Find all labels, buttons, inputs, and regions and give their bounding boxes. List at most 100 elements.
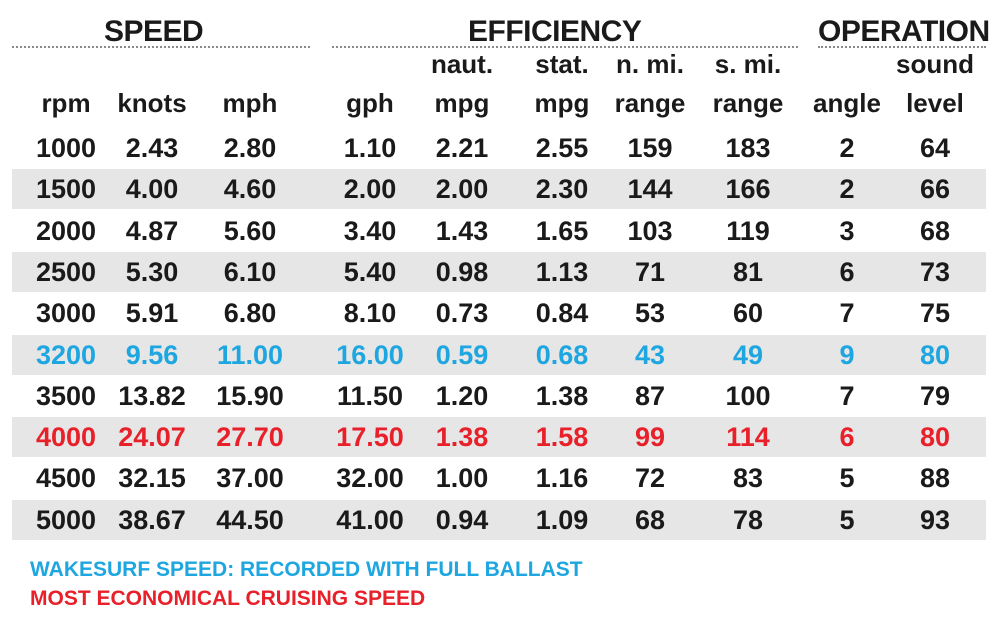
cell-sound-level: 93 bbox=[919, 504, 951, 535]
header-gph: gph bbox=[346, 88, 394, 118]
cell-mph: 44.50 bbox=[216, 504, 284, 535]
cell-smi-range: 49 bbox=[732, 339, 764, 370]
cell-sound-level: 80 bbox=[919, 339, 951, 370]
cell-gph: 2.00 bbox=[343, 174, 397, 205]
cell-sound-level: 88 bbox=[919, 463, 951, 494]
cell-gph: 11.50 bbox=[336, 380, 404, 411]
cell-smi-range: 100 bbox=[725, 380, 771, 411]
cell-knots: 32.15 bbox=[118, 463, 186, 494]
header-angle: angle bbox=[813, 88, 881, 118]
cell-angle: 5 bbox=[839, 463, 855, 494]
cell-knots: 24.07 bbox=[118, 422, 186, 453]
cell-gph: 41.00 bbox=[336, 504, 404, 535]
speed-group-rule bbox=[12, 46, 310, 48]
cell-nmi-range: 87 bbox=[634, 380, 666, 411]
header-nmi-range-top: n. mi. bbox=[616, 49, 684, 79]
cell-angle: 3 bbox=[839, 215, 855, 246]
cell-gph: 3.40 bbox=[343, 215, 397, 246]
cell-nmi-range: 99 bbox=[634, 422, 666, 453]
header-stat-mpg-top: stat. bbox=[535, 49, 589, 79]
cell-naut-mpg: 0.59 bbox=[435, 339, 489, 370]
cell-smi-range: 78 bbox=[732, 504, 764, 535]
economical-note: MOST ECONOMICAL CRUISING SPEED bbox=[30, 587, 426, 610]
operation-group-rule bbox=[818, 46, 986, 48]
cell-gph: 1.10 bbox=[343, 133, 397, 163]
cell-naut-mpg: 2.21 bbox=[435, 133, 489, 163]
efficiency-group-title: EFFICIENCY bbox=[468, 15, 642, 48]
table-row: 5000 38.67 44.50 41.00 0.94 1.09 68 78 5 93 bbox=[12, 499, 986, 540]
cell-angle: 2 bbox=[839, 133, 855, 163]
cell-knots: 5.91 bbox=[125, 298, 179, 329]
cell-stat-mpg: 0.84 bbox=[535, 298, 589, 329]
cell-knots: 38.67 bbox=[118, 504, 186, 535]
cell-stat-mpg: 1.09 bbox=[535, 504, 589, 535]
cell-smi-range: 60 bbox=[732, 298, 764, 329]
cell-naut-mpg: 1.38 bbox=[435, 422, 489, 453]
cell-angle: 6 bbox=[839, 256, 855, 287]
cell-smi-range: 183 bbox=[725, 133, 771, 163]
cell-rpm: 1500 bbox=[35, 174, 97, 205]
cell-sound-level: 64 bbox=[919, 133, 951, 163]
cell-mph: 37.00 bbox=[216, 463, 284, 494]
cell-sound-level: 73 bbox=[919, 256, 951, 287]
cell-sound-level: 75 bbox=[919, 298, 951, 329]
cell-angle: 7 bbox=[839, 380, 855, 411]
cell-mph: 6.10 bbox=[223, 256, 277, 287]
cell-smi-range: 83 bbox=[732, 463, 764, 494]
table-row: 4500 32.15 37.00 32.00 1.00 1.16 72 83 5 88 bbox=[12, 458, 986, 498]
cell-naut-mpg: 0.94 bbox=[435, 504, 489, 535]
header-naut-mpg: mpg bbox=[434, 88, 490, 118]
header-knots: knots bbox=[117, 88, 187, 118]
speed-group-title: SPEED bbox=[104, 15, 204, 48]
cell-mph: 5.60 bbox=[223, 215, 277, 246]
cell-mph: 27.70 bbox=[216, 422, 284, 453]
cell-rpm: 3500 bbox=[35, 380, 97, 411]
cell-mph: 4.60 bbox=[223, 174, 277, 205]
table-row: 2500 5.30 6.10 5.40 0.98 1.13 71 81 6 73 bbox=[12, 251, 986, 292]
table-row: 1500 4.00 4.60 2.00 2.00 2.30 144 166 2 66 bbox=[12, 169, 986, 210]
cell-nmi-range: 53 bbox=[634, 298, 666, 329]
cell-mph: 6.80 bbox=[223, 298, 277, 329]
cell-rpm: 5000 bbox=[35, 504, 97, 535]
cell-angle: 2 bbox=[839, 174, 855, 205]
cell-naut-mpg: 1.00 bbox=[435, 463, 489, 494]
cell-gph: 5.40 bbox=[343, 256, 397, 287]
cell-stat-mpg: 1.13 bbox=[535, 256, 589, 287]
operation-group-title: OPERATION bbox=[818, 15, 990, 48]
cell-smi-range: 166 bbox=[725, 174, 771, 205]
cell-knots: 2.43 bbox=[125, 133, 179, 163]
cell-stat-mpg: 1.58 bbox=[535, 422, 589, 453]
cell-angle: 9 bbox=[839, 339, 855, 370]
cell-angle: 5 bbox=[839, 504, 855, 535]
cell-naut-mpg: 0.98 bbox=[435, 256, 489, 287]
table-row: 3500 13.82 15.90 11.50 1.20 1.38 87 100 7 79 bbox=[12, 376, 986, 416]
wakesurf-note: WAKESURF SPEED: RECORDED WITH FULL BALLA… bbox=[30, 558, 583, 581]
cell-nmi-range: 144 bbox=[627, 174, 673, 205]
header-rpm: rpm bbox=[41, 88, 91, 118]
cell-gph: 8.10 bbox=[343, 298, 397, 329]
cell-nmi-range: 71 bbox=[634, 256, 666, 287]
cell-gph: 32.00 bbox=[336, 463, 404, 494]
cell-smi-range: 119 bbox=[726, 215, 770, 246]
header-nmi-range: range bbox=[614, 88, 686, 118]
cell-nmi-range: 72 bbox=[634, 463, 666, 494]
cell-rpm: 2000 bbox=[35, 215, 97, 246]
cell-knots: 4.00 bbox=[125, 174, 179, 205]
efficiency-group-rule bbox=[332, 46, 798, 48]
cell-naut-mpg: 1.43 bbox=[435, 215, 489, 246]
cell-gph: 17.50 bbox=[336, 422, 404, 453]
cell-smi-range: 81 bbox=[732, 256, 764, 287]
cell-stat-mpg: 2.30 bbox=[535, 174, 589, 205]
cell-sound-level: 80 bbox=[919, 422, 951, 453]
cell-rpm: 3200 bbox=[35, 339, 97, 370]
cell-sound-level: 79 bbox=[919, 380, 951, 411]
cell-knots: 9.56 bbox=[125, 339, 179, 370]
cell-mph: 2.80 bbox=[223, 133, 277, 163]
cell-knots: 4.87 bbox=[125, 215, 179, 246]
cell-rpm: 2500 bbox=[35, 256, 97, 287]
header-stat-mpg: mpg bbox=[534, 88, 590, 118]
cell-naut-mpg: 2.00 bbox=[435, 174, 489, 205]
header-smi-range: range bbox=[712, 88, 784, 118]
cell-knots: 5.30 bbox=[125, 256, 179, 287]
cell-angle: 6 bbox=[839, 422, 855, 453]
